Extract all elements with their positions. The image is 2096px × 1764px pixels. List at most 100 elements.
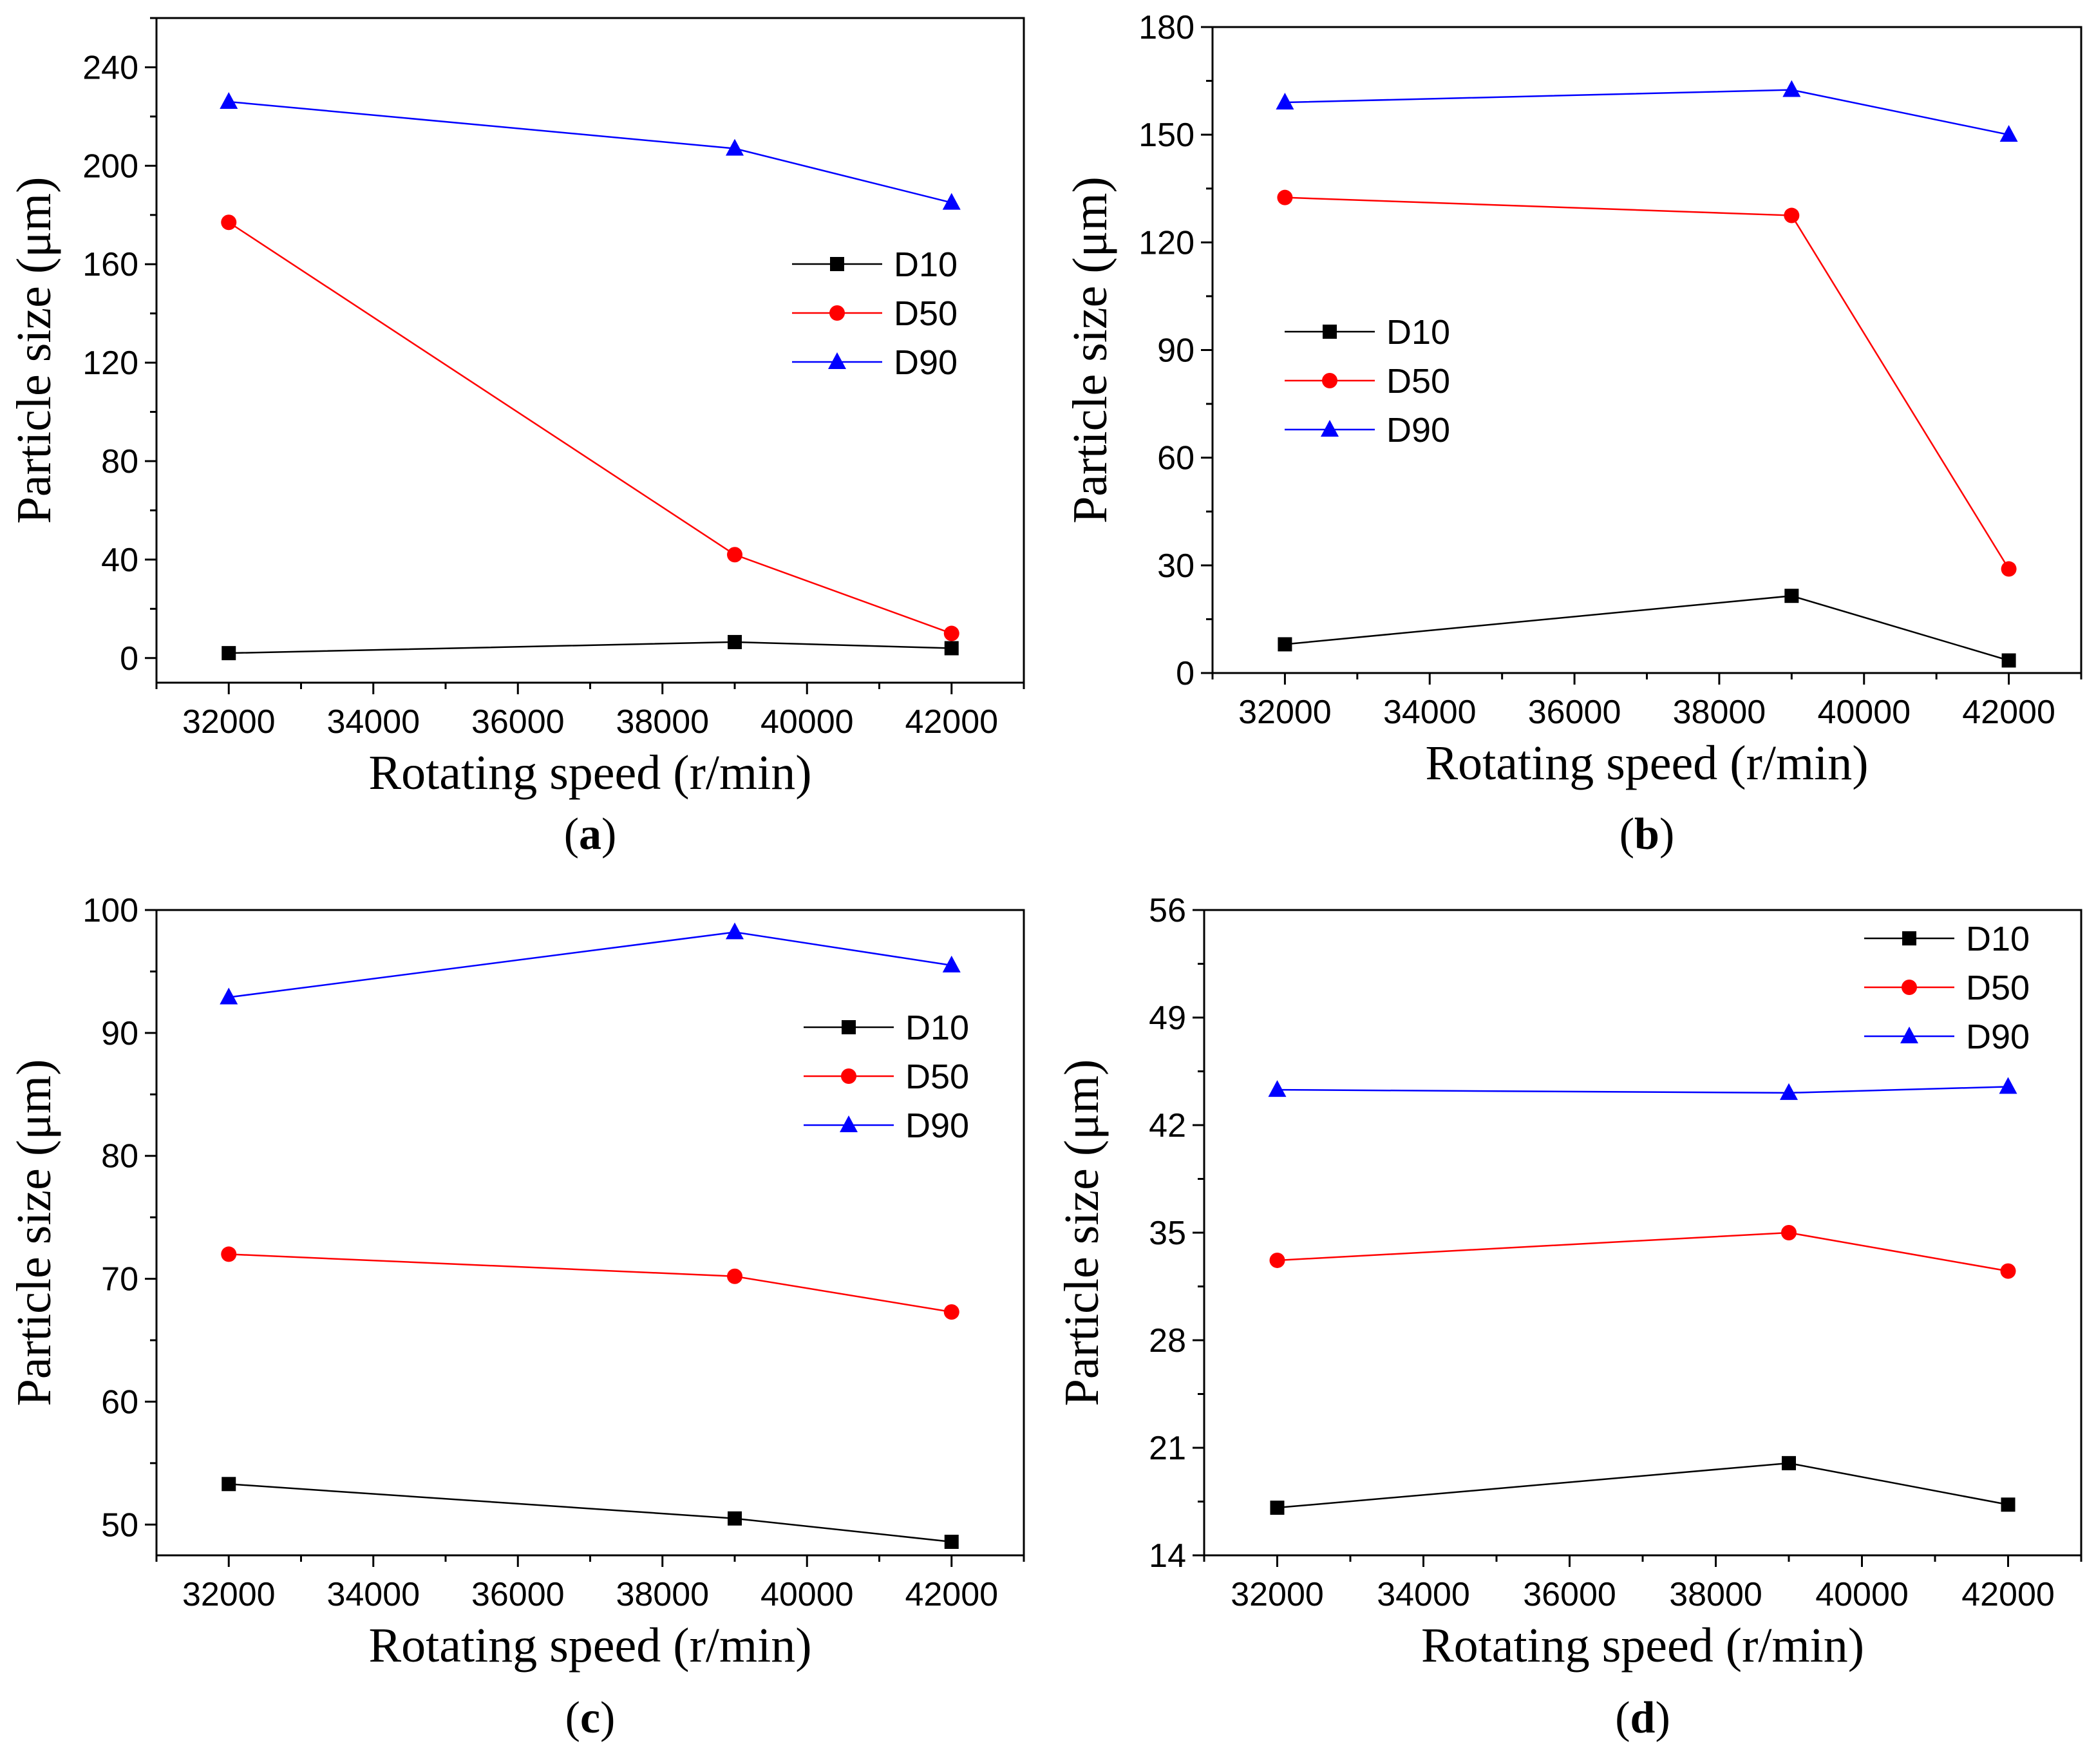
y-tick-label: 35 [1149,1215,1186,1252]
series-line-d50 [1277,1231,2008,1272]
legend-marker-d10 [830,257,844,271]
x-axis-title: Rotating speed (r/min) [368,746,811,800]
data-point-d50 [2001,561,2017,577]
legend-marker-d90 [1900,1027,1918,1043]
legend-label-d90: D90 [1966,1018,2030,1056]
y-tick-label: 80 [101,443,138,480]
x-axis-title: Rotating speed (r/min) [1421,1618,1864,1673]
x-tick-label: 38000 [616,703,709,741]
y-tick-label: 28 [1149,1322,1186,1360]
data-point-d90 [942,193,961,210]
legend-label-d50: D50 [1386,362,1450,401]
y-tick-label: 240 [82,49,138,86]
x-tick-label: 40000 [760,1576,854,1613]
data-point-d90 [1782,80,1801,97]
legend: D10 D50 D90 [804,1009,969,1145]
x-tick-label: 38000 [616,1576,709,1613]
data-point-d10 [1278,637,1292,652]
legend-label-d50: D50 [905,1057,969,1096]
x-tick-label: 32000 [182,1576,276,1613]
x-tick-label: 32000 [1238,694,1332,731]
y-tick-label: 70 [101,1261,138,1298]
y-tick-label: 0 [1176,655,1194,692]
series-line-d90 [229,100,952,204]
x-axis-title: Rotating speed (r/min) [368,1618,811,1673]
legend-marker-d90 [840,1115,858,1132]
data-point-d10 [222,646,236,661]
data-point-d50 [727,547,742,563]
data-point-d50 [727,1268,742,1284]
data-point-d50 [221,1246,237,1262]
data-point-d10 [2001,653,2016,668]
legend-marker-d50 [841,1068,856,1084]
y-tick-label: 180 [1138,9,1194,46]
x-tick-label: 36000 [1528,694,1621,731]
panel-label: (a) [564,810,617,859]
y-tick-label: 14 [1149,1537,1186,1575]
x-axis-title: Rotating speed (r/min) [1425,736,1868,790]
panel-label: (b) [1619,810,1675,859]
panel-a: 32000 34000 36000 38000 40000 42000 0 40 80 120 16… [7,17,1025,859]
y-axis-title: Particle size (μm) [7,177,61,524]
plot-frame [155,909,1025,1557]
legend-marker-d50 [1902,980,1917,995]
data-point-d10 [1782,1456,1796,1470]
data-point-d10 [728,1511,742,1526]
data-point-d50 [943,1304,959,1320]
y-axis-title: Particle size (μm) [1063,176,1117,524]
series-line-d50 [229,1253,952,1313]
series-line-d10 [1277,1462,2008,1509]
panel-c: 32000 34000 36000 38000 40000 42000 50 60 70 80 90… [7,892,1025,1743]
y-tick-label: 30 [1157,547,1194,585]
y-tick-label: 90 [1157,332,1194,370]
x-tick-label: 38000 [1673,694,1766,731]
x-tick-label: 34000 [1377,1576,1470,1613]
data-point-d50 [1277,189,1293,205]
y-tick-label: 90 [101,1015,138,1052]
x-tick-label: 36000 [471,1576,565,1613]
panel-label: (d) [1615,1693,1670,1743]
x-tick-label: 40000 [760,703,854,741]
y-tick-label: 60 [1157,440,1194,477]
plot-frame [1211,26,2082,674]
y-tick-label: 100 [82,892,138,929]
x-tick-label: 36000 [1523,1576,1616,1613]
legend-label-d90: D90 [905,1106,969,1145]
panel-d: 32000 34000 36000 38000 40000 42000 14 21 28 35 42… [1055,892,2082,1743]
legend-marker-d10 [1323,325,1337,339]
legend: D10 D50 D90 [792,245,958,382]
data-point-d10 [944,641,959,656]
x-tick-label: 42000 [905,703,998,741]
data-point-d50 [1784,207,1800,223]
data-point-d90 [1268,1080,1287,1097]
data-point-d50 [1781,1225,1797,1240]
legend-label-d90: D90 [1386,411,1450,450]
data-point-d50 [943,625,959,641]
series-line-d10 [229,641,952,654]
data-point-d50 [221,214,237,231]
data-point-d90 [1999,1077,2017,1094]
panel-label: (c) [565,1693,616,1743]
series-line-d10 [1285,594,2009,661]
x-tick-label: 38000 [1669,1576,1762,1613]
x-tick-label: 42000 [1961,1576,2055,1613]
data-point-d90 [220,91,238,109]
data-point-d10 [1784,589,1799,603]
y-tick-label: 0 [120,640,138,678]
legend-label-d50: D50 [894,294,958,333]
x-tick-label: 34000 [326,1576,420,1613]
y-tick-label: 49 [1149,1000,1186,1037]
series-line-d90 [1277,1086,2008,1094]
x-tick-label: 32000 [182,703,276,741]
legend-label-d90: D90 [894,343,958,382]
legend-label-d10: D10 [1386,313,1450,352]
y-tick-label: 80 [101,1138,138,1175]
data-point-d50 [1269,1252,1285,1268]
y-tick-label: 42 [1149,1107,1186,1144]
series-line-d90 [1285,89,2009,136]
series-line-d90 [229,931,952,998]
x-tick-label: 42000 [905,1576,998,1613]
y-axis-title: Particle size (μm) [1055,1059,1109,1407]
legend-marker-d10 [842,1020,856,1034]
